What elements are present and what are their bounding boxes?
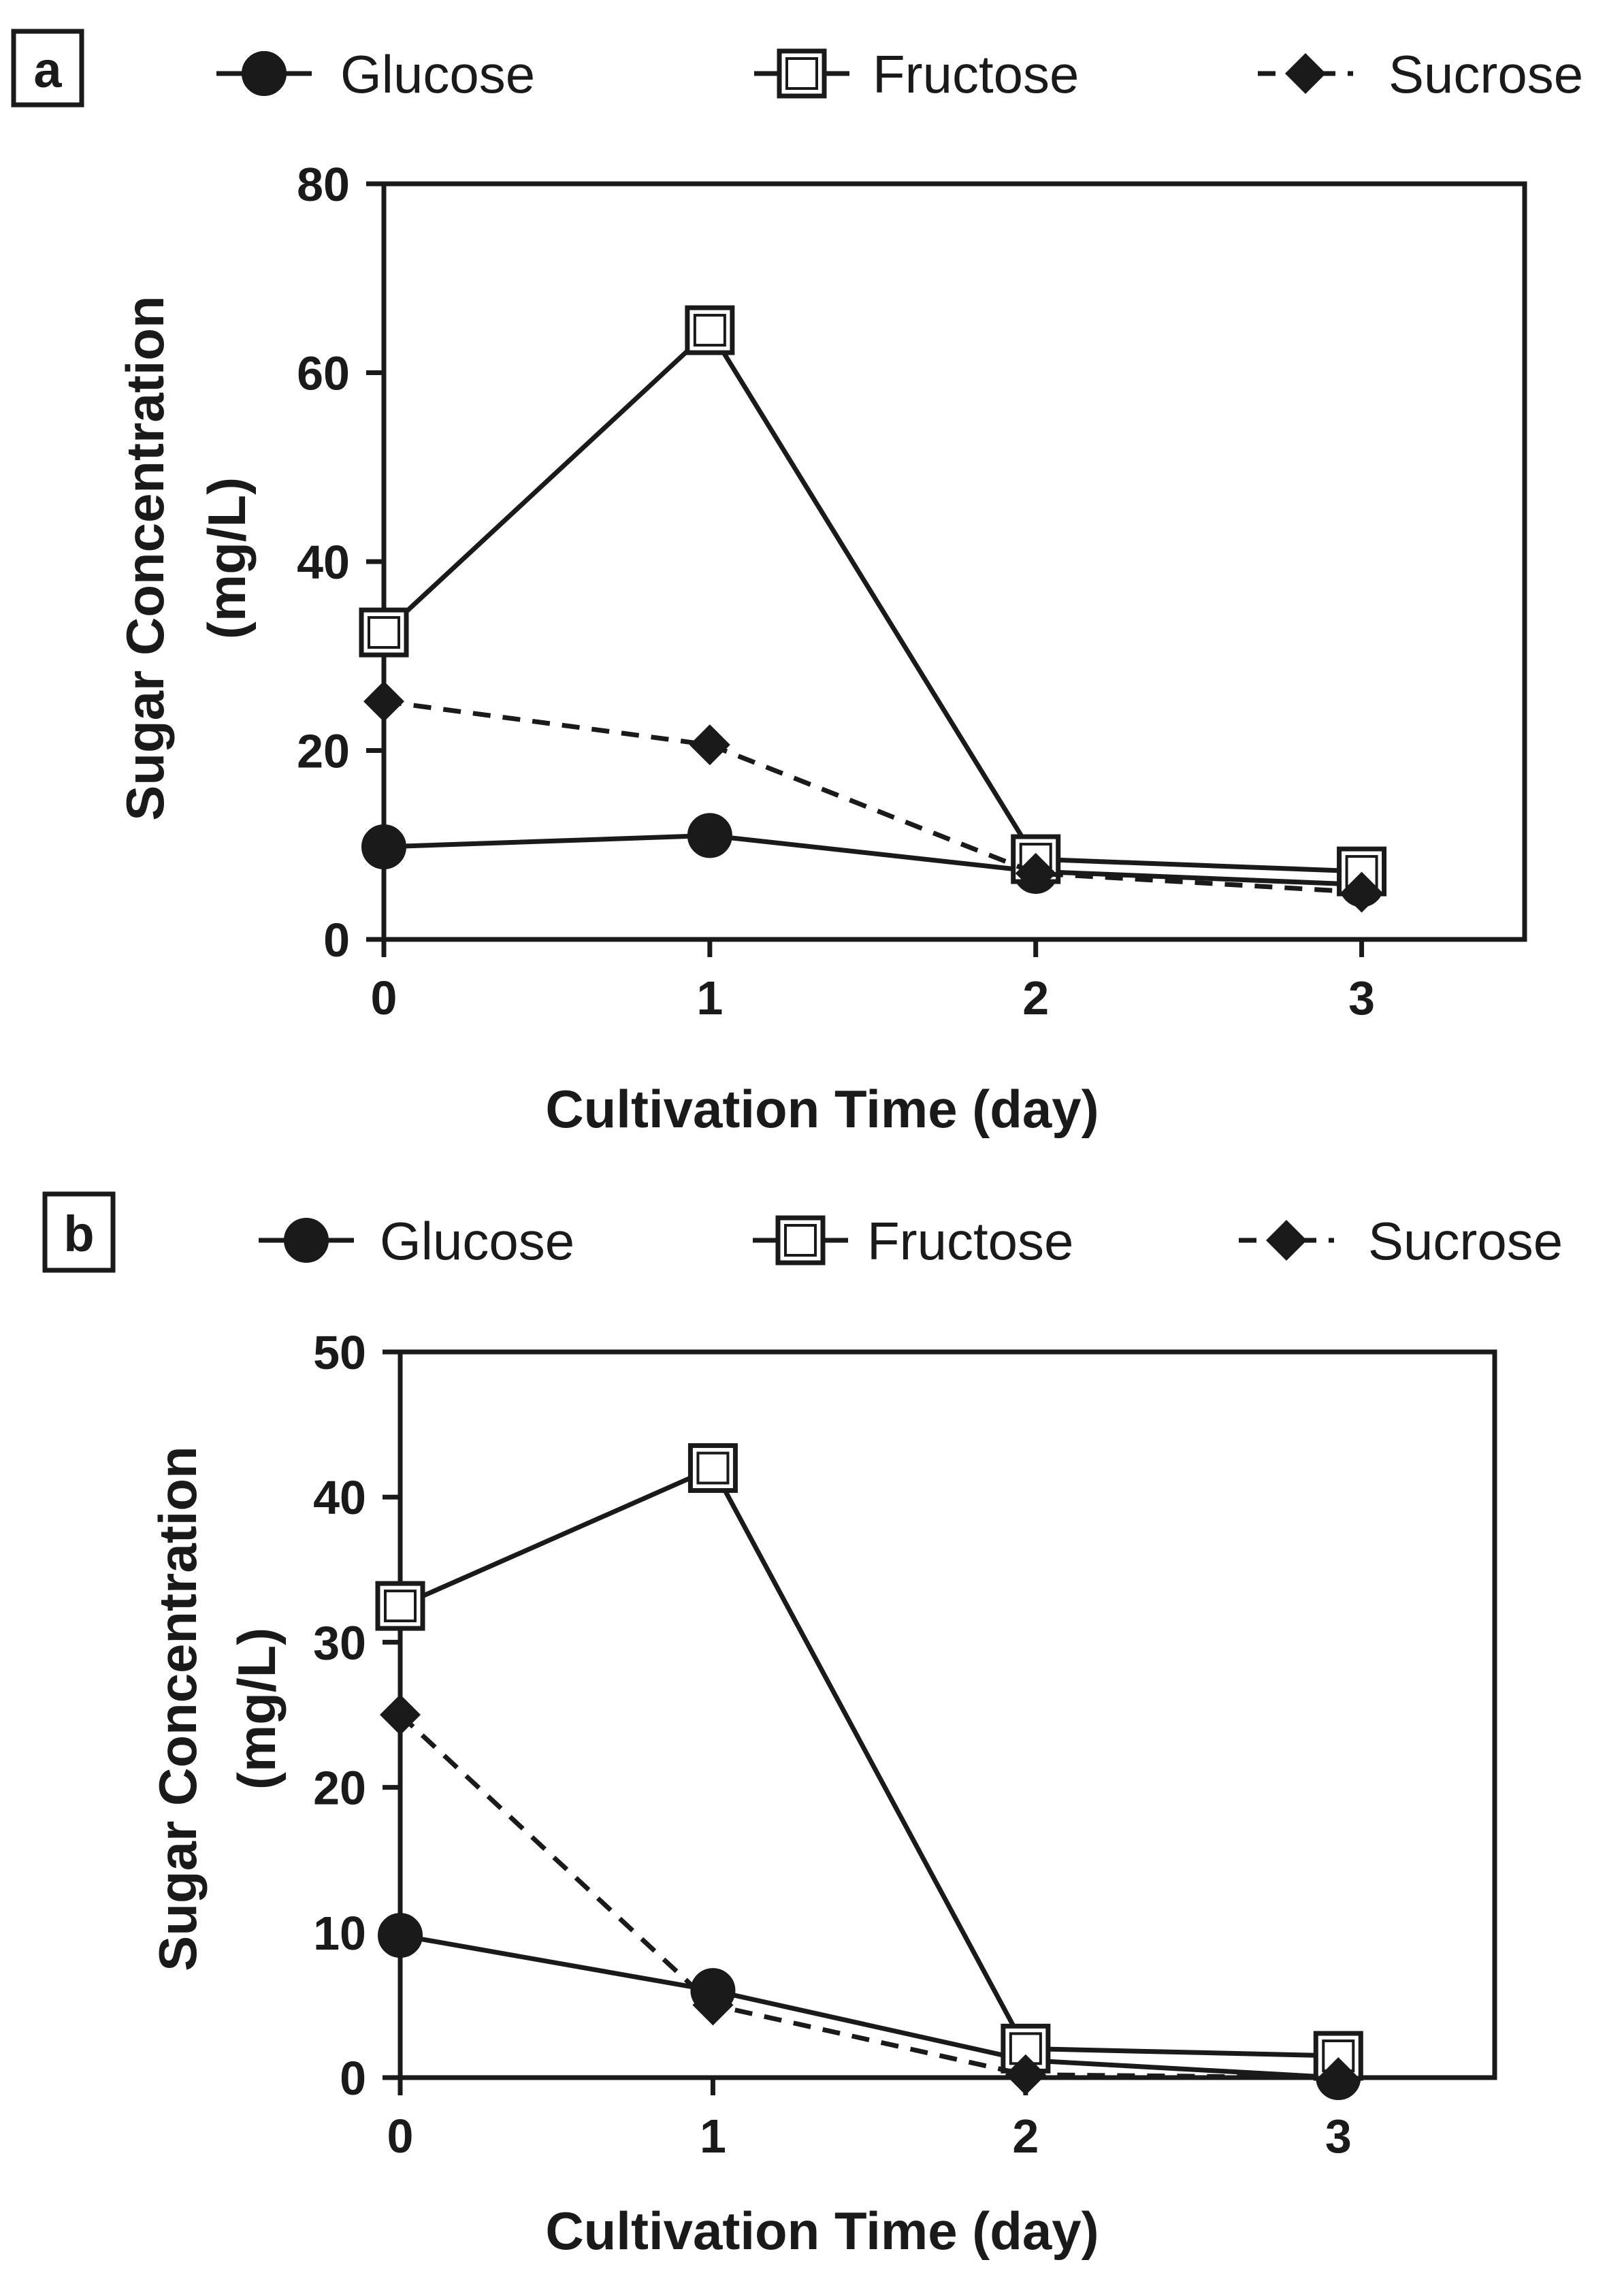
y-tick-label: 30 bbox=[313, 1616, 366, 1669]
x-tick-label: 0 bbox=[387, 2110, 414, 2163]
legend-item-fructose: Fructose bbox=[753, 1211, 1073, 1271]
legend-label-fructose: Fructose bbox=[873, 44, 1079, 104]
plot-frame bbox=[381, 181, 1527, 942]
legend-item-glucose: Glucose bbox=[259, 1211, 574, 1271]
panel-label: b bbox=[63, 1206, 94, 1262]
legend-item-glucose: Glucose bbox=[216, 44, 535, 104]
x-tick-label: 2 bbox=[1012, 2110, 1039, 2163]
x-axis-title: Cultivation Time (day) bbox=[545, 1079, 1099, 1139]
y-tick-label: 40 bbox=[297, 536, 350, 589]
legend-item-sucrose: Sucrose bbox=[1258, 44, 1583, 104]
y-tick-label: 10 bbox=[313, 1907, 366, 1960]
legend-label-glucose: Glucose bbox=[380, 1211, 574, 1271]
data-point-sucrose bbox=[692, 1984, 734, 2026]
y-axis-title-line1: Sugar Concentration bbox=[148, 1446, 208, 1971]
data-point-fructose-inner bbox=[693, 314, 726, 347]
data-point-sucrose bbox=[1318, 2057, 1359, 2098]
legend-label-sucrose: Sucrose bbox=[1368, 1211, 1563, 1271]
y-tick-label: 80 bbox=[297, 158, 350, 211]
data-point-glucose bbox=[378, 1913, 423, 1958]
data-point-fructose-inner bbox=[368, 616, 400, 649]
data-point-sucrose bbox=[1005, 2054, 1046, 2095]
legend-label-fructose: Fructose bbox=[867, 1211, 1073, 1271]
panel-label: a bbox=[33, 42, 62, 98]
series-line-glucose bbox=[400, 1933, 1339, 2080]
y-axis-title-line1: Sugar Concentration bbox=[115, 295, 175, 820]
panel-a: a Glucose Fructose Sucrose 0 20 40 60 80 0 1 2 3 C… bbox=[11, 29, 1583, 1139]
legend-label-glucose: Glucose bbox=[340, 44, 535, 104]
data-point-glucose bbox=[687, 813, 732, 858]
panel-label-box bbox=[11, 29, 84, 108]
legend: Glucose Fructose Sucrose bbox=[216, 44, 1583, 104]
data-point-sucrose bbox=[1341, 871, 1382, 913]
data-point-sucrose bbox=[363, 681, 404, 722]
y-tick-label: 60 bbox=[297, 347, 350, 400]
data-point-fructose-inner bbox=[384, 1590, 417, 1623]
plot-frame bbox=[397, 1349, 1497, 2080]
legend-marker-glucose bbox=[242, 51, 287, 96]
panel-label-box bbox=[42, 1191, 116, 1273]
series-line-sucrose bbox=[383, 698, 1362, 895]
series-line-fructose bbox=[399, 1466, 1339, 2059]
legend-item-fructose: Fructose bbox=[754, 44, 1079, 104]
series-line-sucrose bbox=[398, 1713, 1339, 2080]
legend-marker-fructose-inner bbox=[785, 57, 818, 90]
legend-label-sucrose: Sucrose bbox=[1388, 44, 1583, 104]
y-tick-label: 20 bbox=[297, 725, 350, 778]
x-tick-label: 0 bbox=[371, 971, 397, 1025]
data-point-sucrose bbox=[1015, 852, 1056, 894]
legend-marker-fructose-inner bbox=[784, 1224, 817, 1257]
y-tick-label: 50 bbox=[313, 1326, 366, 1379]
y-tick-label: 40 bbox=[313, 1471, 366, 1524]
x-tick-label: 2 bbox=[1022, 971, 1049, 1025]
series-line-glucose bbox=[383, 833, 1362, 888]
data-point-glucose bbox=[361, 824, 406, 870]
x-tick-label: 3 bbox=[1348, 971, 1375, 1025]
y-axis-title-line2: (mg/L) bbox=[197, 477, 257, 639]
series-line-fructose bbox=[382, 327, 1362, 874]
legend-marker-glucose bbox=[284, 1218, 329, 1263]
plot-area: 0 10 20 30 40 50 0 1 2 3 bbox=[313, 1326, 1497, 2163]
y-tick-label: 0 bbox=[323, 914, 350, 967]
y-tick-label: 0 bbox=[340, 2052, 366, 2105]
x-tick-label: 1 bbox=[700, 2110, 726, 2163]
data-point-sucrose bbox=[380, 1694, 421, 1735]
x-axis-title: Cultivation Time (day) bbox=[545, 2201, 1099, 2261]
data-point-sucrose bbox=[689, 724, 730, 766]
y-tick-label: 20 bbox=[313, 1762, 366, 1815]
data-point-fructose-inner bbox=[696, 1451, 730, 1485]
y-axis-title-line2: (mg/L) bbox=[227, 1628, 287, 1790]
x-tick-label: 3 bbox=[1325, 2110, 1352, 2163]
legend: Glucose Fructose Sucrose bbox=[259, 1211, 1563, 1271]
legend-item-sucrose: Sucrose bbox=[1239, 1211, 1563, 1271]
panel-b: b Glucose Fructose Sucrose 0 10 20 30 40 50 0 1 2 3… bbox=[42, 1191, 1563, 2261]
legend-marker-sucrose bbox=[1266, 1220, 1307, 1261]
legend-marker-sucrose bbox=[1285, 53, 1326, 94]
x-tick-label: 1 bbox=[696, 971, 723, 1025]
plot-area: 0 20 40 60 80 0 1 2 3 bbox=[297, 158, 1527, 1025]
